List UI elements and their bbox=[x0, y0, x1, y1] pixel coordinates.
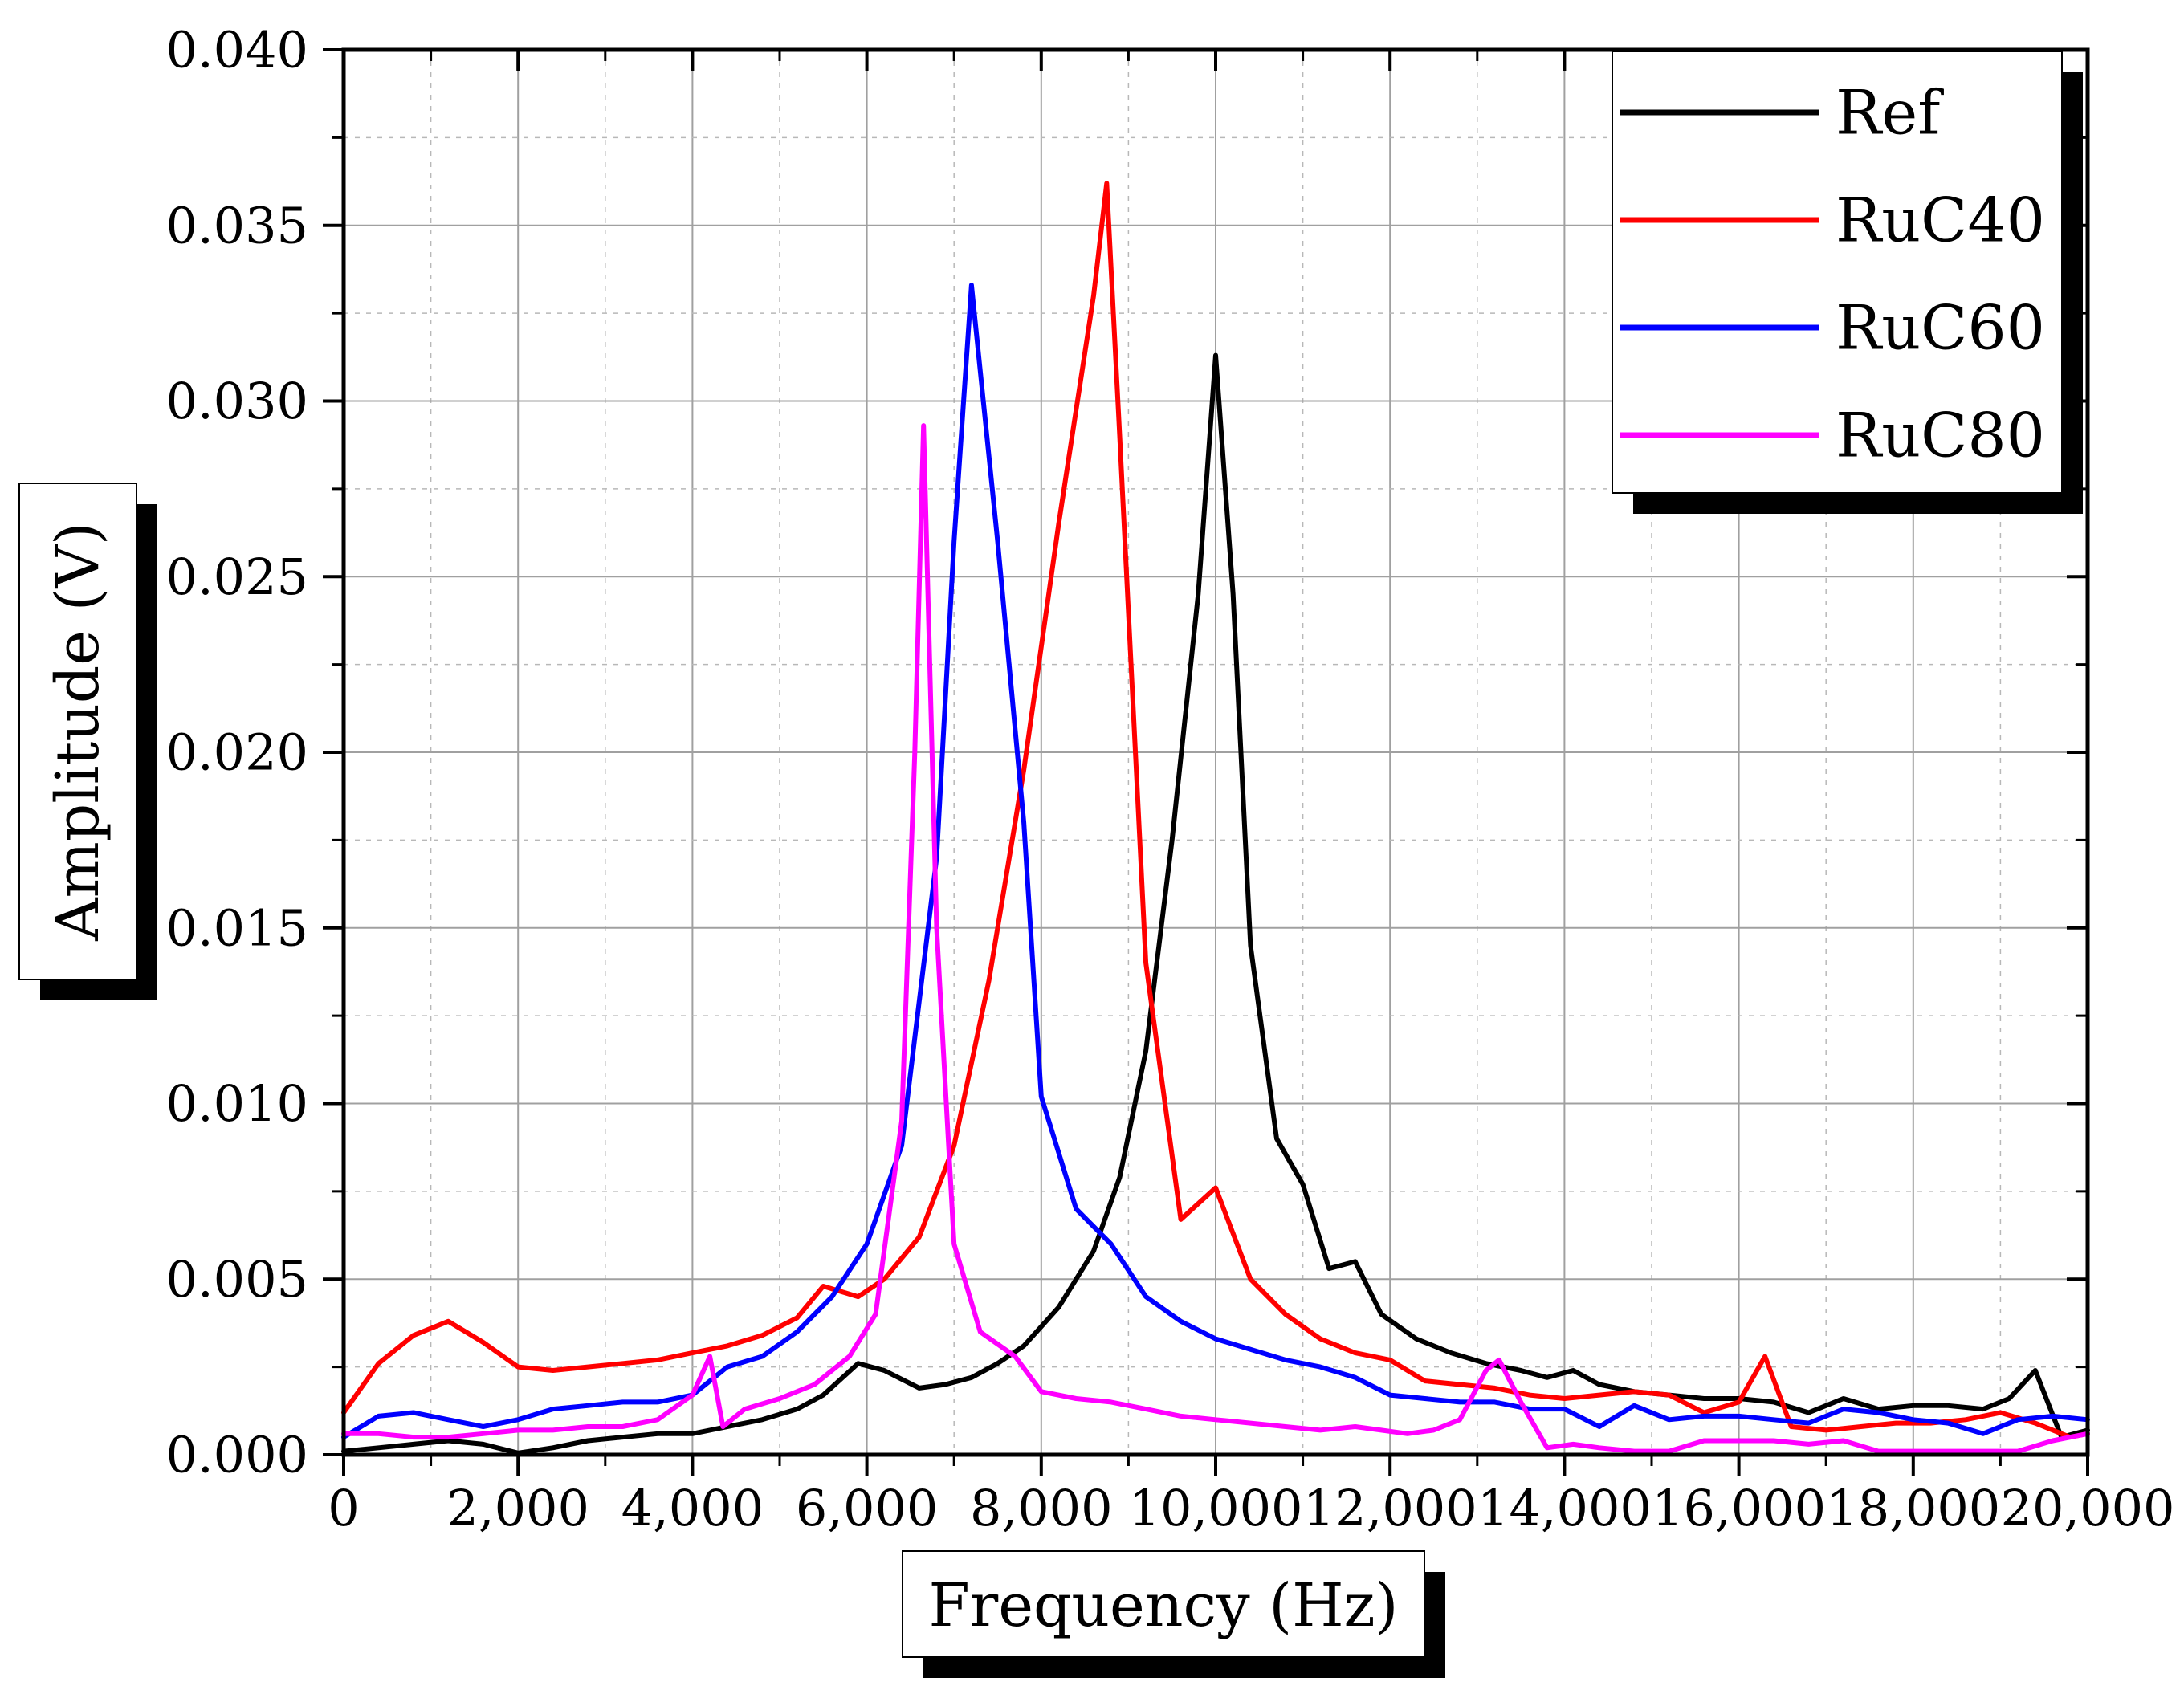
legend: Ref RuC40 RuC60 RuC80 bbox=[1612, 51, 2083, 514]
x-axis-label: Frequency (Hz) bbox=[928, 1571, 1398, 1640]
y-axis-label: Amplitude (V) bbox=[43, 522, 112, 942]
tick-labels: 0 2,000 4,000 6,000 8,000 10,000 12,000 14,000 1… bbox=[166, 21, 2175, 1538]
legend-label-ruc60: RuC60 bbox=[1836, 292, 2045, 364]
y-tick-label: 0.035 bbox=[166, 196, 309, 255]
y-tick-label: 0.020 bbox=[166, 723, 309, 782]
series-lines bbox=[341, 181, 2090, 1456]
series-line-ruc80 bbox=[341, 423, 2090, 1454]
x-tick-label: 12,000 bbox=[1303, 1479, 1477, 1537]
y-tick-label: 0.005 bbox=[166, 1250, 309, 1309]
x-tick-label: 6,000 bbox=[796, 1479, 939, 1537]
y-tick-label: 0.030 bbox=[166, 372, 309, 430]
y-tick-label: 0.040 bbox=[166, 21, 309, 79]
x-tick-label: 2,000 bbox=[446, 1479, 589, 1537]
series-line-ruc60 bbox=[341, 283, 2090, 1440]
series-line-ruc40 bbox=[341, 181, 2090, 1440]
legend-label-ref: Ref bbox=[1836, 77, 1944, 149]
x-tick-label: 16,000 bbox=[1652, 1479, 1826, 1537]
x-tick-label: 0 bbox=[328, 1479, 359, 1537]
x-tick-label: 8,000 bbox=[970, 1479, 1113, 1537]
legend-box bbox=[1612, 51, 2063, 494]
x-tick-label: 10,000 bbox=[1129, 1479, 1303, 1537]
x-tick-label: 18,000 bbox=[1826, 1479, 2000, 1537]
x-tick-label: 14,000 bbox=[1477, 1479, 1652, 1537]
legend-label-ruc80: RuC80 bbox=[1836, 400, 2045, 471]
y-tick-label: 0.015 bbox=[166, 898, 309, 957]
x-axis-title-box bbox=[902, 1550, 1425, 1658]
x-tick-label: 4,000 bbox=[621, 1479, 764, 1537]
x-tick-label: 20,000 bbox=[2001, 1479, 2175, 1537]
y-tick-label: 0.025 bbox=[166, 548, 309, 606]
legend-label-ruc40: RuC40 bbox=[1836, 185, 2045, 256]
x-axis-title: Frequency (Hz) bbox=[902, 1550, 1445, 1678]
y-tick-label: 0.000 bbox=[166, 1426, 309, 1484]
axis-ticks bbox=[323, 48, 2089, 1476]
y-axis-title-box bbox=[18, 483, 137, 980]
y-axis-title: Amplitude (V) bbox=[18, 483, 157, 1000]
legend-entries: Ref RuC40 RuC60 RuC80 bbox=[1620, 77, 2045, 471]
y-tick-label: 0.010 bbox=[166, 1074, 309, 1133]
